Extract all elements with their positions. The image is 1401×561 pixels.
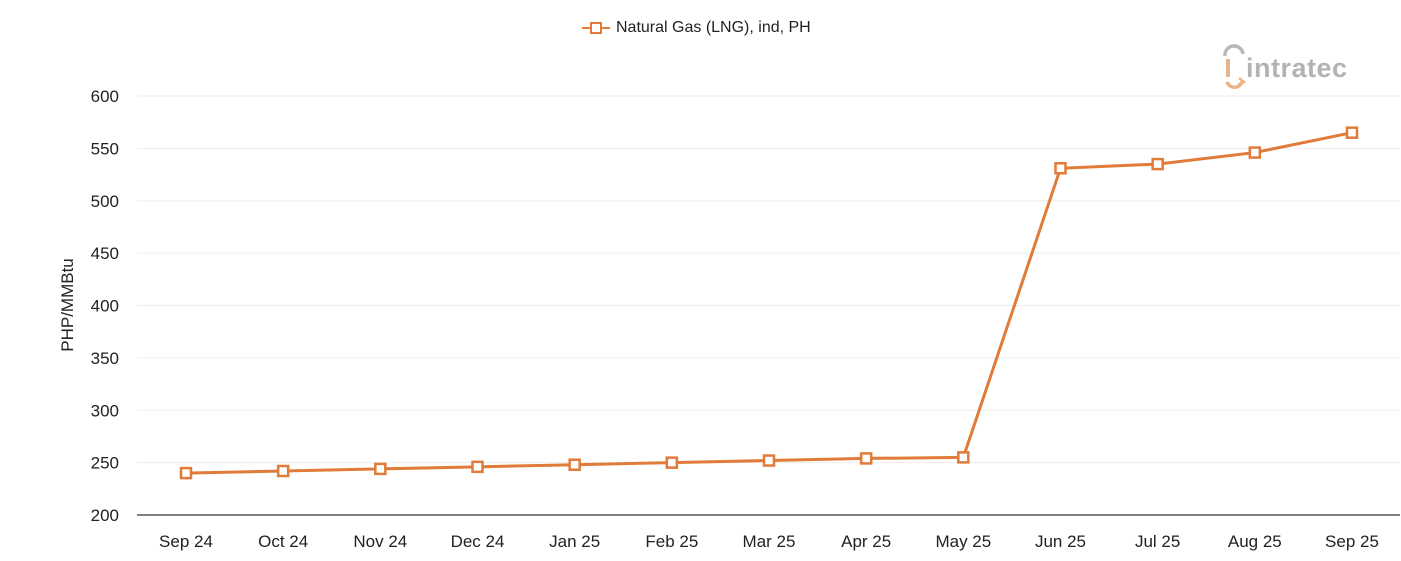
x-axis-ticks: Sep 24 Oct 24 Nov 24 Dec 24 Jan 25 Feb 25 Mar … (159, 532, 1379, 551)
y-tick-label: 600 (91, 87, 119, 106)
series-markers (179, 126, 1359, 480)
data-point-marker[interactable] (179, 466, 193, 480)
y-tick-label: 250 (91, 454, 119, 473)
y-tick-label: 500 (91, 192, 119, 211)
watermark-text: intratec (1246, 52, 1348, 83)
data-point-marker[interactable] (859, 452, 873, 465)
data-point-marker[interactable] (665, 456, 679, 469)
legend-square-marker-icon (582, 22, 610, 34)
y-tick-label: 450 (91, 244, 119, 263)
x-tick-label: Jun 25 (1035, 532, 1086, 551)
legend-label: Natural Gas (LNG), ind, PH (616, 19, 811, 36)
data-point-marker[interactable] (1054, 162, 1067, 175)
x-tick-label: Nov 24 (353, 532, 407, 551)
data-point-marker[interactable] (1345, 126, 1359, 139)
x-tick-label: Aug 25 (1228, 532, 1282, 551)
x-tick-label: Sep 25 (1325, 532, 1379, 551)
watermark-logo: intratec (1222, 42, 1348, 94)
data-point-marker[interactable] (374, 462, 387, 476)
y-tick-label: 350 (91, 349, 119, 368)
x-tick-label: Apr 25 (841, 532, 891, 551)
x-tick-label: Dec 24 (451, 532, 505, 551)
y-tick-label: 300 (91, 401, 119, 420)
legend[interactable]: Natural Gas (LNG), ind, PH (582, 17, 811, 39)
data-point-marker[interactable] (276, 464, 290, 478)
intratec-logo-icon (1223, 44, 1246, 89)
x-tick-label: May 25 (935, 532, 991, 551)
y-tick-label: 550 (91, 139, 119, 158)
x-tick-label: Oct 24 (258, 532, 308, 551)
data-point-marker[interactable] (762, 454, 776, 467)
x-tick-label: Feb 25 (645, 532, 698, 551)
y-axis-ticks: 200 250 300 350 400 450 500 550 600 (91, 87, 119, 525)
data-point-marker[interactable] (1248, 146, 1262, 159)
gridlines (137, 95, 1400, 464)
data-point-marker[interactable] (568, 458, 581, 471)
y-tick-label: 200 (91, 506, 119, 525)
data-point-marker[interactable] (1151, 157, 1164, 171)
x-tick-label: Jul 25 (1135, 532, 1180, 551)
x-tick-label: Jan 25 (549, 532, 600, 551)
x-tick-label: Mar 25 (743, 532, 796, 551)
series-line (185, 131, 1353, 475)
y-tick-label: 400 (91, 297, 119, 316)
y-axis-title: PHP/MMBtu (58, 258, 77, 352)
data-point-marker[interactable] (957, 451, 970, 464)
x-tick-label: Sep 24 (159, 532, 213, 551)
data-point-marker[interactable] (471, 460, 484, 474)
